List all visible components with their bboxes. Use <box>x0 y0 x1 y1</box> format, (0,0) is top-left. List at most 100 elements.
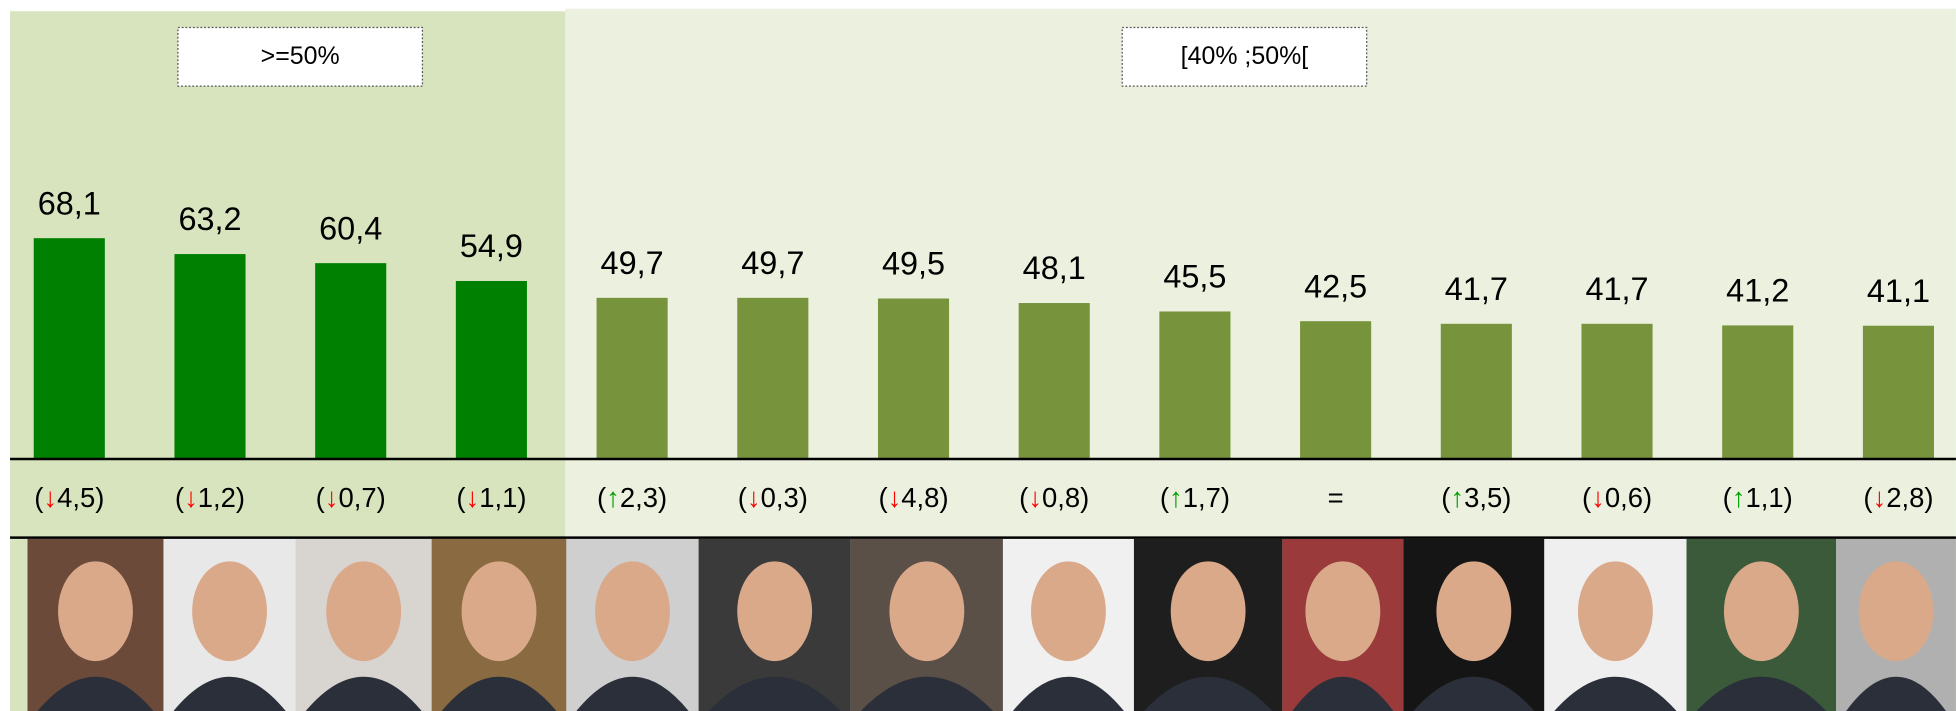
change-label: (↑1,1) <box>1723 482 1793 513</box>
photo-face <box>1305 561 1381 662</box>
change-label: = <box>1328 482 1344 513</box>
change-part: ↓ <box>747 482 761 513</box>
value-label: 49,7 <box>601 245 664 281</box>
value-label: 41,7 <box>1585 271 1648 307</box>
change-part: ↓ <box>888 482 902 513</box>
value-label: 54,9 <box>460 228 523 264</box>
change-part: ↑ <box>1450 482 1464 513</box>
bar <box>33 238 105 460</box>
change-part: 0,6) <box>1605 482 1652 513</box>
change-part: ↑ <box>606 482 620 513</box>
photo-face <box>326 561 402 662</box>
bar <box>174 254 246 460</box>
photo-body <box>441 676 557 711</box>
bar <box>737 297 809 460</box>
change-part: 0,3) <box>761 482 808 513</box>
change-part: ( <box>1582 482 1591 513</box>
value-label: 41,1 <box>1867 273 1930 309</box>
change-label: (↓4,8) <box>878 482 948 513</box>
group-label: [40% ;50%[ <box>1181 42 1309 70</box>
photo-face <box>1723 561 1799 662</box>
bar <box>1440 323 1512 460</box>
photo-body <box>1846 676 1946 711</box>
photo-body <box>860 676 993 711</box>
change-part: ( <box>738 482 747 513</box>
change-label: (↓0,6) <box>1582 482 1652 513</box>
change-part: 4,5) <box>57 482 104 513</box>
change-part: ( <box>1441 482 1450 513</box>
change-part: 0,8) <box>1042 482 1089 513</box>
bar <box>1581 323 1653 460</box>
bar <box>1159 311 1231 460</box>
change-part: ↑ <box>1169 482 1183 513</box>
change-part: 0,7) <box>338 482 385 513</box>
change-part: ↓ <box>43 482 57 513</box>
photo-body <box>1554 676 1677 711</box>
photo-face <box>889 561 965 662</box>
value-label: 42,5 <box>1304 268 1367 304</box>
photo-face <box>1436 561 1512 662</box>
change-part: 1,1) <box>1746 482 1793 513</box>
change-label: (↓1,1) <box>456 482 526 513</box>
bar <box>1722 325 1794 460</box>
change-part: = <box>1328 482 1344 513</box>
group-label-box <box>1121 26 1368 87</box>
change-label: (↑2,3) <box>597 482 667 513</box>
change-part: ( <box>456 482 465 513</box>
change-part: 2,8) <box>1886 482 1933 513</box>
change-label: (↓0,7) <box>316 482 386 513</box>
change-part: 3,5) <box>1464 482 1511 513</box>
change-label: (↓0,8) <box>1019 482 1089 513</box>
photo-body <box>37 676 154 711</box>
change-part: ( <box>34 482 43 513</box>
change-part: ↓ <box>1873 482 1887 513</box>
photo-face <box>737 561 813 662</box>
group-label-box <box>177 26 424 87</box>
change-label: (↓4,5) <box>34 482 104 513</box>
value-label: 41,2 <box>1726 273 1789 309</box>
value-label: 49,7 <box>741 245 804 281</box>
change-part: 1,2) <box>198 482 245 513</box>
plot: 68,1(↓4,5)63,2(↓1,2)60,4(↓0,7)54,9(↓1,1)… <box>33 185 1934 513</box>
change-part: 4,8) <box>901 482 948 513</box>
photo-face <box>1577 561 1653 662</box>
change-label: (↑3,5) <box>1441 482 1511 513</box>
photo-body <box>305 676 422 711</box>
change-label: (↓1,2) <box>175 482 245 513</box>
change-part: ↑ <box>1732 482 1746 513</box>
photo-body <box>1413 676 1535 711</box>
photo-body <box>708 676 841 711</box>
change-part: ↓ <box>1028 482 1042 513</box>
change-part: ( <box>1160 482 1169 513</box>
bar <box>1300 321 1372 460</box>
change-part: ↓ <box>1591 482 1605 513</box>
change-part: ( <box>597 482 606 513</box>
change-part: ( <box>1019 482 1028 513</box>
change-part: 1,1) <box>479 482 526 513</box>
change-label: (↓2,8) <box>1863 482 1933 513</box>
value-label: 49,5 <box>882 246 945 282</box>
change-part: ( <box>316 482 325 513</box>
value-label: 41,7 <box>1445 271 1508 307</box>
photo-face <box>1170 561 1246 662</box>
photo-body <box>1696 676 1827 711</box>
change-part: ( <box>1723 482 1732 513</box>
value-label: 68,1 <box>38 185 101 221</box>
change-part: ( <box>1863 482 1872 513</box>
photo-strip <box>27 538 1956 711</box>
value-label: 63,2 <box>178 201 241 237</box>
change-part: 1,7) <box>1183 482 1230 513</box>
change-label: (↑1,7) <box>1160 482 1230 513</box>
change-part: ↓ <box>325 482 339 513</box>
change-part: ↓ <box>184 482 198 513</box>
photo-face <box>1858 561 1934 662</box>
bar <box>1018 303 1090 460</box>
photo-face <box>58 561 133 662</box>
change-part: ( <box>878 482 887 513</box>
photo-face <box>595 561 670 662</box>
change-part: 2,3) <box>620 482 667 513</box>
photo-face <box>192 561 267 662</box>
bar <box>315 263 387 460</box>
photo-body <box>1143 676 1273 711</box>
